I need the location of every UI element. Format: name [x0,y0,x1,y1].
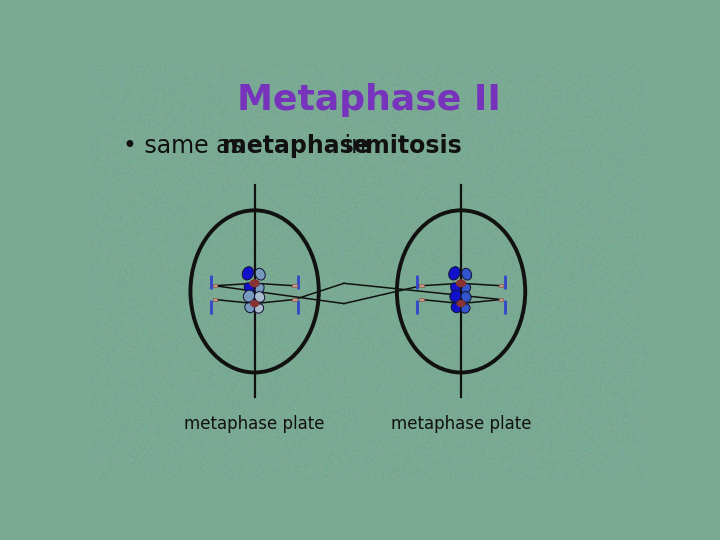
Bar [212,284,217,287]
Text: • same as: • same as [124,134,251,158]
Bar [499,298,503,301]
Ellipse shape [450,290,461,302]
Ellipse shape [244,283,254,294]
Ellipse shape [451,303,461,313]
Ellipse shape [245,303,254,313]
Circle shape [250,280,259,287]
Circle shape [457,301,465,307]
Text: mitosis: mitosis [365,134,462,158]
Text: Metaphase II: Metaphase II [237,83,501,117]
Text: metaphase: metaphase [222,134,370,158]
Circle shape [251,301,258,307]
Bar [419,298,423,301]
Text: metaphase plate: metaphase plate [184,415,325,434]
Circle shape [456,280,466,287]
Text: in: in [337,134,374,158]
Ellipse shape [449,267,460,280]
Ellipse shape [255,292,265,302]
Ellipse shape [461,292,471,302]
Ellipse shape [462,268,472,280]
Bar [292,298,297,301]
Bar [212,298,217,301]
Ellipse shape [242,267,253,280]
Ellipse shape [461,304,470,313]
Ellipse shape [451,283,460,294]
Bar [499,284,503,287]
Ellipse shape [462,284,471,294]
Bar [292,284,297,287]
Bar [419,284,423,287]
Ellipse shape [243,290,255,302]
Text: metaphase plate: metaphase plate [391,415,531,434]
Ellipse shape [255,268,265,280]
Ellipse shape [255,284,264,294]
Ellipse shape [254,304,264,313]
